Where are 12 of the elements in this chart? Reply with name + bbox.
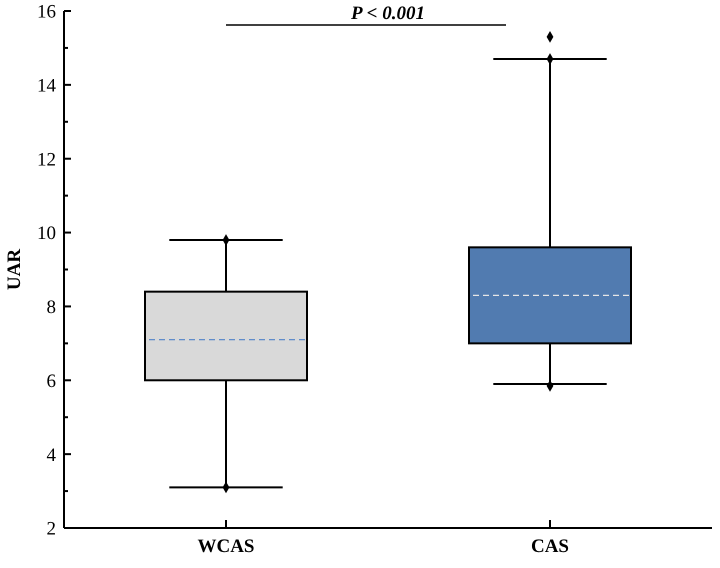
y-tick-label: 16 xyxy=(37,2,56,23)
y-tick-label: 10 xyxy=(37,223,56,244)
y-tick-label: 4 xyxy=(46,444,56,466)
y-tick-label: 6 xyxy=(46,370,56,392)
y-tick-label: 2 xyxy=(46,518,56,540)
y-tick-label: 14 xyxy=(37,76,56,97)
y-tick-label: 12 xyxy=(37,149,56,170)
x-tick-label: CAS xyxy=(530,536,570,557)
x-tick-label: WCAS xyxy=(197,536,255,557)
y-tick-label: 8 xyxy=(46,297,56,318)
annotation: P < 0.001 xyxy=(350,3,425,24)
y-axis-title: UAR xyxy=(4,248,25,290)
